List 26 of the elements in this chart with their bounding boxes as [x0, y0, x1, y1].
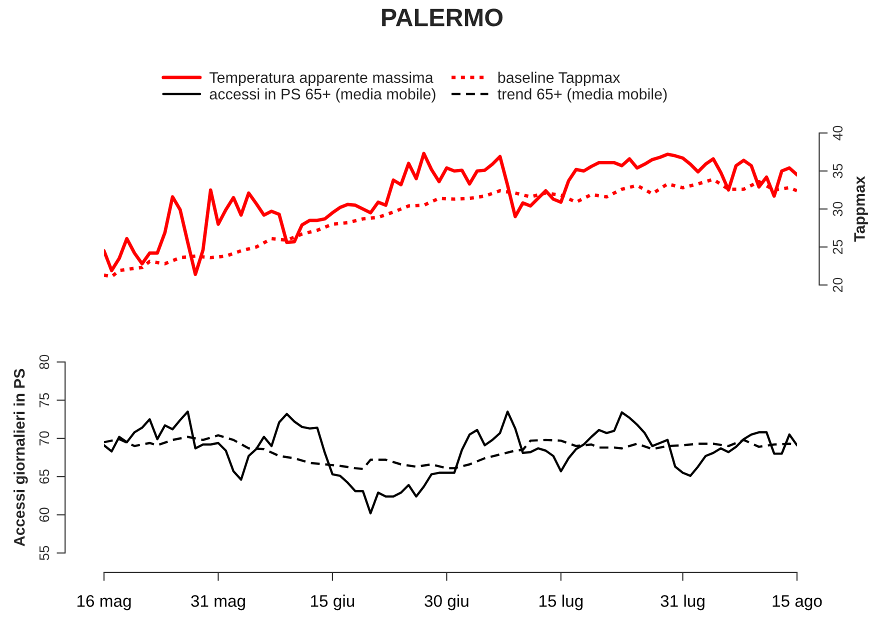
y-tick-label: 60	[39, 508, 50, 522]
y-tick-label: 80	[39, 354, 50, 370]
y2-tick-label: 20	[832, 278, 843, 292]
legend-label: trend 65+ (media mobile)	[498, 88, 667, 103]
y2-tick-label: 35	[832, 164, 843, 178]
x-tick-label: 15 giu	[311, 594, 354, 610]
y-tick-label: 55	[39, 546, 50, 560]
y2-axis-title: Tappmax	[854, 176, 868, 242]
line-series	[104, 152, 797, 276]
y-tick-label: 75	[39, 393, 50, 408]
legend-label: Temperatura apparente massima	[209, 72, 434, 86]
x-tick-label: 30 giu	[424, 594, 468, 610]
x-tick-label: 15 ago	[772, 595, 822, 610]
y-axis-title: Accessi giornalieri in PS	[14, 368, 28, 546]
y-tick-label: 70	[39, 431, 50, 446]
x-tick-label: 15 lug	[539, 594, 583, 610]
x-tick-label: 31 lug	[660, 594, 704, 610]
y2-tick-label: 25	[832, 240, 843, 254]
x-tick-label: 16 mag	[77, 595, 131, 610]
y-tick-label: 65	[39, 469, 50, 484]
legend-label: accessi in PS 65+ (media mobile)	[210, 88, 436, 103]
y2-tick-label: 40	[832, 126, 843, 140]
y2-tick-label: 30	[832, 202, 843, 216]
chart-title: PALERMO	[382, 8, 503, 26]
legend-label: baseline Tappmax	[498, 72, 620, 86]
x-tick-label: 31 mag	[191, 595, 245, 610]
